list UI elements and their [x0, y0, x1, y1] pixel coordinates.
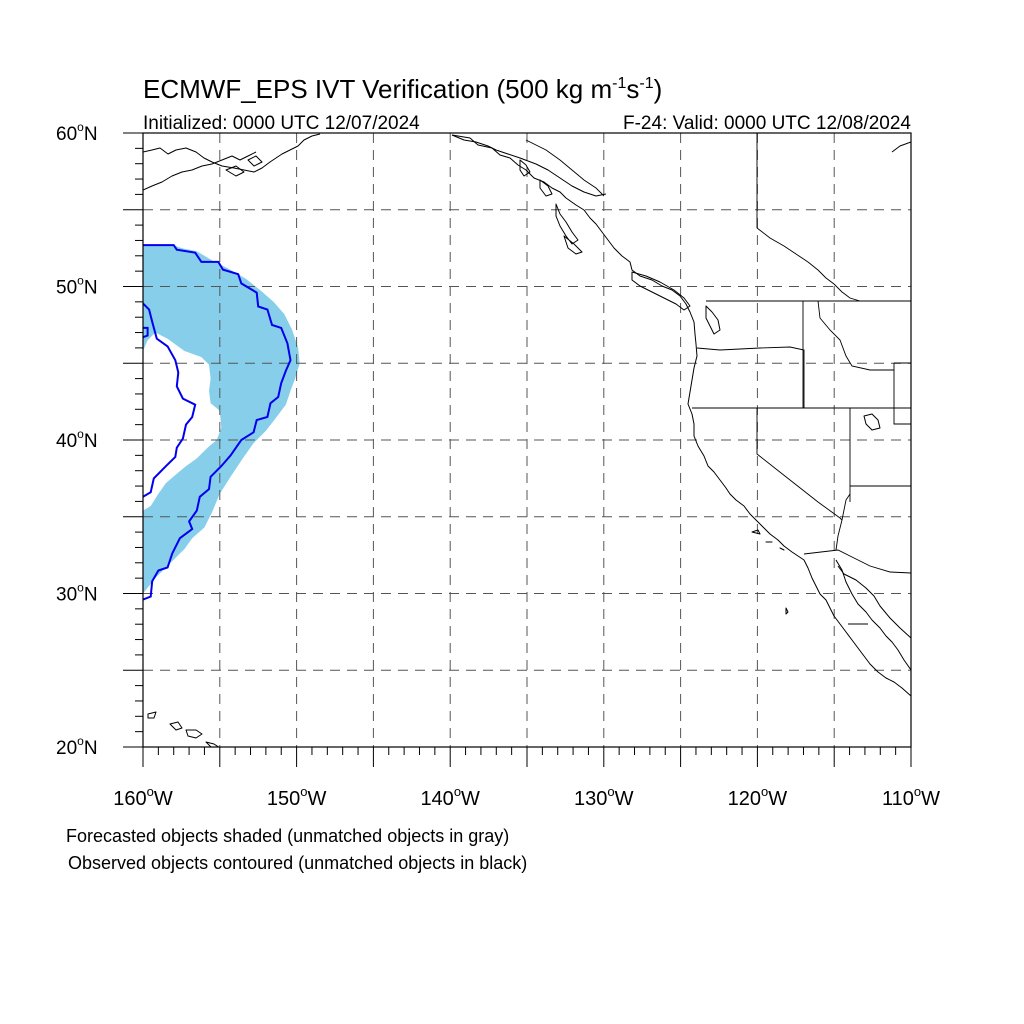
coastlines — [143, 133, 911, 747]
alaska-mainland-north — [451, 134, 607, 197]
gulf-of-california-coastline — [835, 559, 911, 671]
lat-label: 30oN — [56, 581, 98, 606]
gulf-of-alaska-islands — [225, 155, 263, 177]
north-america-coastline — [451, 134, 911, 697]
wyoming-border — [893, 362, 911, 425]
vancouver-island — [631, 271, 691, 311]
lat-label: 40oN — [56, 427, 98, 452]
forecast-ivt-object — [143, 245, 300, 594]
bc-alberta-border — [756, 227, 861, 302]
alaska-coastline — [143, 133, 321, 173]
washington-oregon-border — [696, 346, 805, 408]
lon-label: 130oW — [574, 784, 634, 810]
us-mexico-border — [803, 549, 911, 574]
latitude-labels: 60oN 50oN 40oN 30oN 20oN — [56, 120, 98, 759]
forecast-note: Forecasted objects shaded (unmatched obj… — [66, 826, 509, 846]
great-salt-lake — [863, 413, 881, 431]
lon-label: 140oW — [420, 784, 480, 810]
california-nevada-border — [756, 408, 843, 521]
political-borders — [525, 133, 911, 625]
alaska-canada-border — [525, 139, 605, 197]
idaho-montana-border — [817, 300, 894, 371]
initialized-time: Initialized: 0000 UTC 12/07/2024 — [143, 113, 420, 134]
guadalupe-island — [785, 607, 789, 615]
observed-note: Observed objects contoured (unmatched ob… — [68, 853, 527, 873]
alaska-peninsula — [143, 151, 257, 191]
lat-label: 20oN — [56, 734, 98, 759]
puget-sound — [705, 305, 721, 335]
arizona-nevada-border — [835, 485, 911, 551]
lon-label: 110oW — [882, 784, 940, 810]
lat-label: 60oN — [56, 120, 98, 145]
alaska-archipelago — [519, 159, 583, 255]
lon-label: 150oW — [267, 784, 327, 810]
observed-ivt-contour-inner — [143, 302, 197, 498]
lon-label: 120oW — [728, 784, 788, 810]
axis-ticks — [123, 132, 912, 767]
map-title: ECMWF_EPS IVT Verification (500 kg m-1s-… — [143, 74, 662, 104]
hudson-bay-edge — [891, 141, 911, 153]
lat-label: 50oN — [56, 274, 98, 299]
valid-time: F-24: Valid: 0000 UTC 12/08/2024 — [623, 113, 911, 134]
channel-islands — [751, 529, 785, 551]
lon-label: 160oW — [113, 784, 173, 810]
mainland-mexico-coast — [837, 565, 911, 639]
observed-ivt-contour-notch — [143, 326, 149, 339]
hawaii-islands — [147, 711, 220, 747]
longitude-labels: 160oW 150oW 140oW 130oW 120oW 110oW — [113, 784, 940, 810]
grid-lines — [143, 133, 911, 747]
observed-ivt-contour-outer — [143, 244, 292, 601]
